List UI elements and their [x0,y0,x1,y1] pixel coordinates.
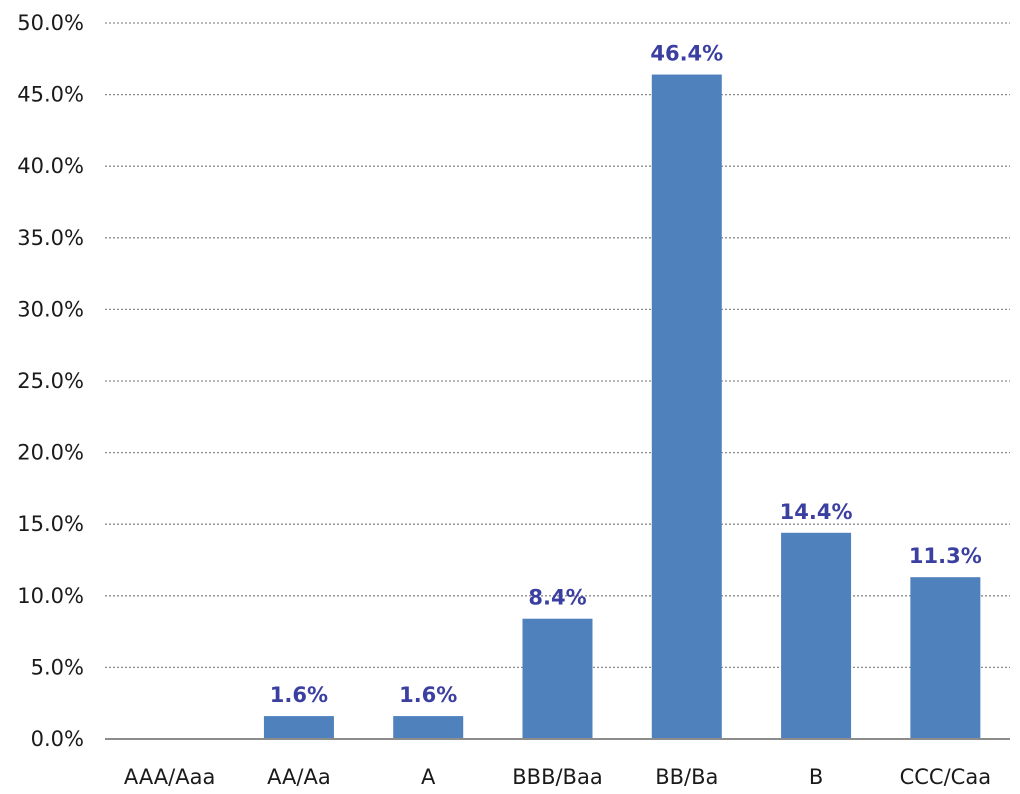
data-label: 14.4% [780,500,853,524]
data-label: 46.4% [650,42,723,66]
y-tick-label: 40.0% [17,154,84,178]
bar [781,532,852,739]
bar [263,716,334,739]
x-category-label: B [809,765,823,789]
x-category-label: CCC/Caa [900,765,991,789]
y-tick-label: 10.0% [17,584,84,608]
y-tick-label: 30.0% [17,297,84,321]
x-axis-categories: AAA/Aaa AA/Aa A BBB/Baa BB/Ba B CCC/Caa [124,765,991,789]
data-label: 8.4% [528,586,586,610]
x-category-label: AA/Aa [267,765,331,789]
x-category-label: BB/Ba [655,765,718,789]
y-tick-label: 25.0% [17,369,84,393]
data-label: 11.3% [909,544,982,568]
y-tick-label: 45.0% [17,83,84,107]
bar [651,74,722,739]
y-tick-label: 50.0% [17,11,84,35]
bar [393,716,464,739]
bars [263,74,981,739]
y-tick-label: 5.0% [31,655,84,679]
y-axis-ticks: 0.0% 5.0% 10.0% 15.0% 20.0% 25.0% 30.0% 35.0% 40… [17,11,84,751]
x-category-label: A [421,765,436,789]
data-label: 1.6% [270,683,328,707]
x-category-label: BBB/Baa [512,765,602,789]
y-tick-label: 0.0% [31,727,84,751]
gridlines [105,22,1010,669]
data-labels: 1.6% 1.6% 8.4% 46.4% 14.4% 11.3% [270,42,982,708]
y-tick-label: 15.0% [17,512,84,536]
bar [522,618,593,739]
x-category-label: AAA/Aaa [124,765,215,789]
data-label: 1.6% [399,683,457,707]
bar [910,577,981,739]
y-tick-label: 35.0% [17,226,84,250]
y-tick-label: 20.0% [17,441,84,465]
